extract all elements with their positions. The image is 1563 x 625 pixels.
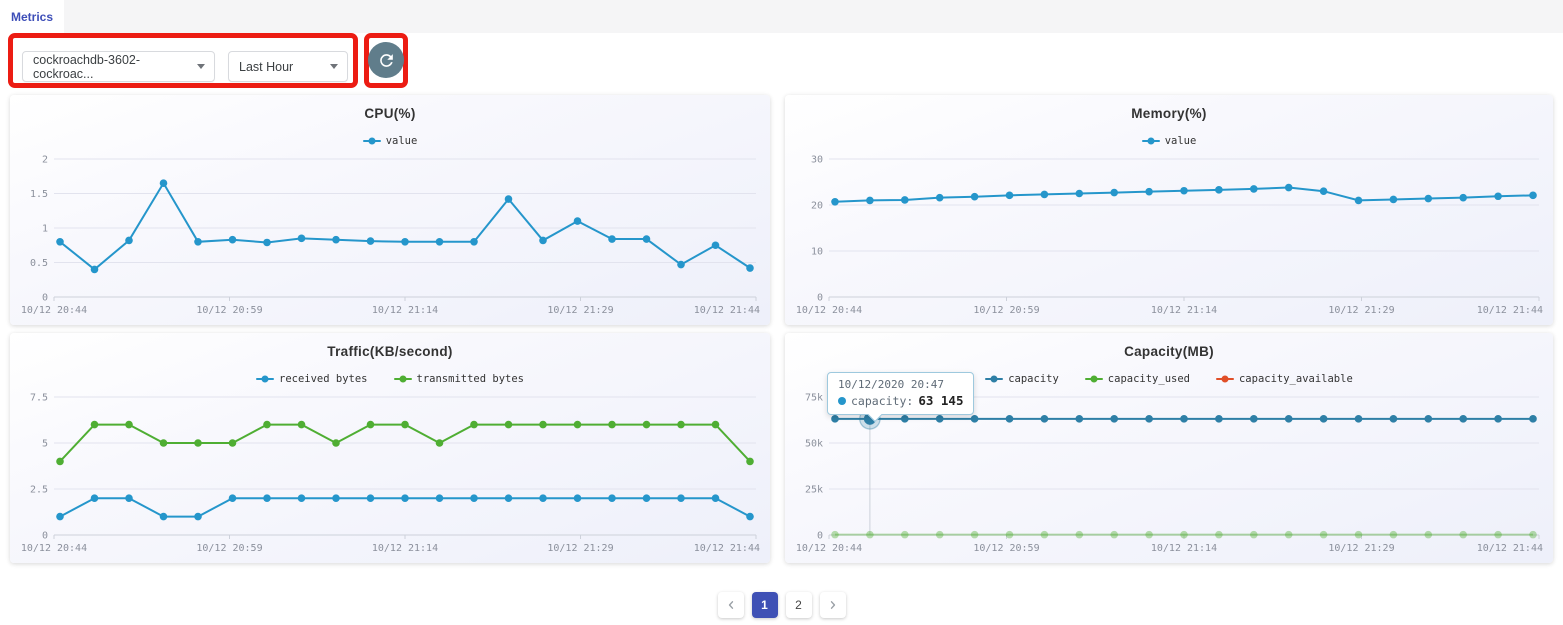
charts-grid: CPU(%) value 0 0.5 1 1.5 2 10/12 20:44 10/12 2… — [0, 88, 1563, 563]
svg-text:10/12 21:44: 10/12 21:44 — [1477, 305, 1543, 316]
chart-tooltip: 10/12/2020 20:47 capacity: 63 145 — [827, 372, 975, 423]
annotation-highlight-dropdowns: cockroachdb-3602-cockroac... Last Hour — [8, 33, 358, 88]
chart-title-memory: Memory(%) — [1131, 106, 1207, 121]
tab-bar: Metrics — [0, 0, 1563, 33]
svg-text:5: 5 — [42, 439, 48, 450]
svg-text:10/12 21:14: 10/12 21:14 — [372, 305, 438, 316]
svg-text:10/12 20:44: 10/12 20:44 — [796, 305, 862, 316]
svg-text:10/12 21:44: 10/12 21:44 — [694, 305, 760, 316]
capacity-chart-canvas[interactable]: 0 25k 50k 75k 10/12 20:44 10/12 20:59 10/12 21… — [785, 333, 1553, 563]
time-range-dropdown-value: Last Hour — [239, 59, 294, 74]
svg-text:25k: 25k — [805, 485, 823, 496]
svg-text:10/12 21:44: 10/12 21:44 — [694, 543, 760, 554]
svg-text:10/12 21:44: 10/12 21:44 — [1477, 543, 1543, 554]
pagination-prev-button[interactable] — [717, 592, 744, 618]
svg-text:10/12 20:44: 10/12 20:44 — [21, 543, 87, 554]
chart-legend: capacity capacity_used capacity_available — [785, 373, 1553, 385]
refresh-icon — [379, 53, 393, 67]
legend-item[interactable]: received bytes — [256, 373, 368, 385]
refresh-button[interactable] — [368, 42, 404, 78]
svg-text:10/12 21:29: 10/12 21:29 — [547, 305, 613, 316]
svg-text:10/12 20:59: 10/12 20:59 — [196, 543, 262, 554]
card-memory: Memory(%) value 0 10 20 30 10/12 20:44 10/12 … — [785, 95, 1553, 325]
tooltip-series-label: capacity: — [851, 393, 914, 408]
chart-legend: received bytes transmitted bytes — [10, 373, 770, 385]
chevron-down-icon — [197, 64, 205, 69]
chart-title-cpu: CPU(%) — [364, 106, 416, 121]
svg-text:0: 0 — [817, 531, 823, 542]
tooltip-series-value: 63 145 — [918, 393, 964, 408]
chevron-down-icon — [330, 64, 338, 69]
legend-item[interactable]: capacity — [985, 373, 1059, 385]
tab-metrics[interactable]: Metrics — [0, 0, 64, 33]
pagination-page-2[interactable]: 2 — [785, 592, 812, 618]
legend-item[interactable]: value — [1141, 135, 1196, 147]
svg-text:30: 30 — [811, 155, 823, 166]
svg-text:10/12 21:14: 10/12 21:14 — [1151, 305, 1217, 316]
legend-item[interactable]: capacity_available — [1215, 373, 1353, 385]
tooltip-date: 10/12/2020 20:47 — [838, 378, 944, 391]
chart-title-traffic: Traffic(KB/second) — [327, 344, 453, 359]
legend-item[interactable]: value — [362, 135, 417, 147]
svg-text:10/12 21:29: 10/12 21:29 — [1328, 543, 1394, 554]
legend-item[interactable]: capacity_used — [1084, 373, 1190, 385]
card-traffic: Traffic(KB/second) received bytes transmi… — [10, 333, 770, 563]
svg-text:10/12 20:44: 10/12 20:44 — [796, 543, 862, 554]
tooltip-series-dot — [838, 396, 846, 405]
svg-text:10/12 20:59: 10/12 20:59 — [973, 543, 1039, 554]
chart-legend: value — [10, 135, 770, 147]
chevron-left-icon — [728, 601, 733, 609]
chevron-right-icon — [830, 601, 835, 609]
svg-text:2.5: 2.5 — [30, 485, 48, 496]
chart-title-capacity: Capacity(MB) — [1124, 344, 1214, 359]
memory-chart-canvas[interactable]: 0 10 20 30 10/12 20:44 10/12 20:59 10/12 21:14… — [785, 95, 1553, 325]
svg-text:10/12 20:44: 10/12 20:44 — [21, 305, 87, 316]
cpu-chart-canvas[interactable]: 0 0.5 1 1.5 2 10/12 20:44 10/12 20:59 10/12 21:… — [10, 95, 770, 325]
svg-text:0.5: 0.5 — [30, 258, 48, 269]
pagination-page-1[interactable]: 1 — [751, 592, 778, 618]
svg-text:10/12 21:29: 10/12 21:29 — [1328, 305, 1394, 316]
cluster-dropdown-value: cockroachdb-3602-cockroac... — [33, 52, 141, 81]
svg-text:20: 20 — [811, 201, 823, 212]
svg-text:7.5: 7.5 — [30, 393, 48, 404]
svg-text:0: 0 — [817, 293, 823, 304]
legend-item[interactable]: transmitted bytes — [393, 373, 524, 385]
card-capacity: Capacity(MB) capacity capacity_used capaci… — [785, 333, 1553, 563]
cluster-dropdown[interactable]: cockroachdb-3602-cockroac... — [22, 51, 215, 82]
pagination-next-button[interactable] — [819, 592, 846, 618]
time-range-dropdown[interactable]: Last Hour — [228, 51, 348, 82]
traffic-chart-canvas[interactable]: 0 2.5 5 7.5 10/12 20:44 10/12 20:59 10/12 21:1… — [10, 333, 770, 563]
svg-text:50k: 50k — [805, 439, 823, 450]
svg-text:0: 0 — [42, 293, 48, 304]
annotation-highlight-refresh — [364, 33, 408, 88]
toolbar: cockroachdb-3602-cockroac... Last Hour — [0, 33, 1563, 88]
chart-legend: value — [785, 135, 1553, 147]
svg-text:10/12 20:59: 10/12 20:59 — [196, 305, 262, 316]
svg-text:0: 0 — [42, 531, 48, 542]
svg-text:10: 10 — [811, 247, 823, 258]
svg-text:10/12 21:14: 10/12 21:14 — [1151, 543, 1217, 554]
svg-text:10/12 20:59: 10/12 20:59 — [973, 305, 1039, 316]
pagination: 1 2 — [0, 592, 1563, 618]
svg-text:2: 2 — [42, 155, 48, 166]
svg-text:1: 1 — [42, 224, 48, 235]
svg-text:75k: 75k — [805, 393, 823, 404]
card-cpu: CPU(%) value 0 0.5 1 1.5 2 10/12 20:44 10/12 2… — [10, 95, 770, 325]
svg-text:1.5: 1.5 — [30, 189, 48, 200]
svg-text:10/12 21:29: 10/12 21:29 — [547, 543, 613, 554]
svg-text:10/12 21:14: 10/12 21:14 — [372, 543, 438, 554]
